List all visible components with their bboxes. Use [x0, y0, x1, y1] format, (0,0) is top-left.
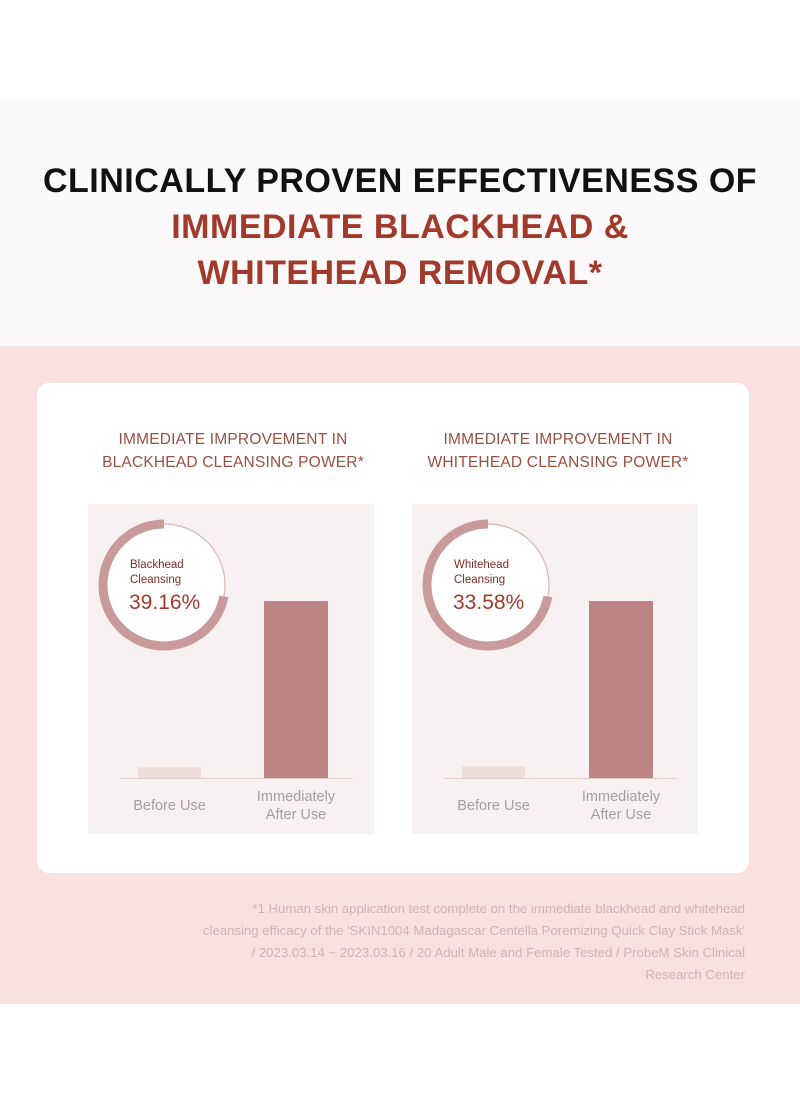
whitehead-chart-title-line-2: WHITEHEAD CLEANSING POWER* — [427, 454, 689, 471]
whitehead-chart-title-line-1: IMMEDIATE IMPROVEMENT IN — [443, 431, 673, 448]
blackhead-chart-title-line-2: BLACKHEAD CLEANSING POWER* — [102, 454, 364, 471]
footnote-line-2: cleansing efficacy of the 'SKIN1004 Mada… — [202, 923, 745, 938]
headline-line-1: CLINICALLY PROVEN EFFECTIVENESS OF — [42, 162, 758, 200]
blackhead-chart-title: IMMEDIATE IMPROVEMENT IN BLACKHEAD CLEAN… — [63, 428, 403, 474]
blackhead-category-label-2-line-1: Immediately — [257, 789, 336, 805]
whitehead-bar-after-use — [589, 601, 653, 778]
hero-banner — [0, 100, 800, 346]
footnote: *1 Human skin application test complete … — [140, 898, 745, 986]
whitehead-badge-label-line-1: Whitehead — [454, 559, 509, 571]
blackhead-badge-label-line-2: Cleansing — [130, 574, 181, 586]
whitehead-category-label-2-line-1: Immediately — [582, 789, 661, 805]
footnote-line-3: / 2023.03.14 ~ 2023.03.16 / 20 Adult Mal… — [251, 945, 746, 960]
whitehead-category-label-1: Before Use — [457, 798, 530, 814]
whitehead-badge-label-line-2: Cleansing — [454, 574, 505, 586]
headline-line-2: IMMEDIATE BLACKHEAD & — [171, 208, 629, 246]
whitehead-chart-title: IMMEDIATE IMPROVEMENT IN WHITEHEAD CLEAN… — [388, 428, 728, 474]
headline-line-3: WHITEHEAD REMOVAL* — [197, 254, 603, 292]
blackhead-badge-value: 39.16% — [129, 591, 200, 614]
blackhead-badge-label-line-1: Blackhead — [130, 559, 184, 571]
blackhead-category-label-1: Before Use — [133, 798, 206, 814]
blackhead-chart-title-line-1: IMMEDIATE IMPROVEMENT IN — [118, 431, 348, 448]
whitehead-category-label-2-line-2: After Use — [591, 807, 651, 823]
blackhead-category-label-2-line-2: After Use — [266, 807, 326, 823]
whitehead-badge-value: 33.58% — [453, 591, 524, 614]
whitehead-bar-before-use — [462, 766, 525, 778]
whitehead-badge-ring-progress — [422, 519, 553, 651]
blackhead-bar-after-use — [264, 601, 328, 778]
blackhead-badge-ring-progress — [98, 519, 229, 651]
footnote-line-4: Research Center — [645, 967, 745, 982]
footnote-line-1: *1 Human skin application test complete … — [252, 901, 745, 916]
blackhead-bar-before-use — [138, 767, 201, 778]
